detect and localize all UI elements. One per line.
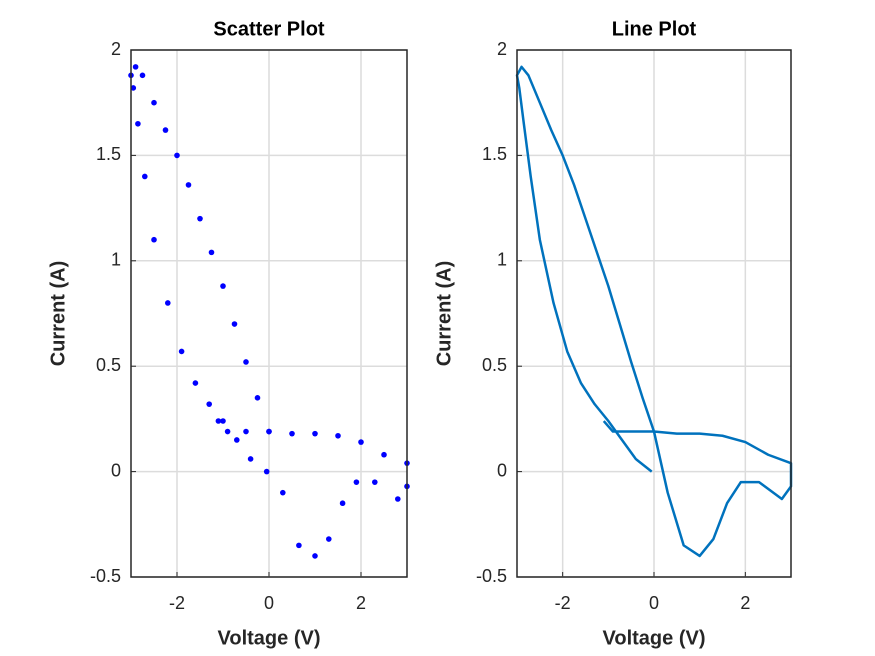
point [243, 428, 249, 435]
point [312, 430, 318, 437]
axes: -2 0 2 -0.5 0 0.5 1 1.5 2 Line Plot Voltage (V) Cur… [433, 18, 793, 649]
x-tick-label: 0 [649, 593, 659, 613]
point [192, 380, 199, 386]
y-tick-label: 2 [497, 39, 507, 59]
point [326, 536, 332, 542]
point [178, 348, 185, 355]
point [280, 489, 286, 496]
point [165, 300, 171, 306]
x-axis-label: Voltage (V) [603, 627, 706, 649]
point [247, 456, 254, 462]
x-tick-label: 2 [356, 593, 366, 613]
point [353, 479, 360, 485]
point [372, 479, 378, 485]
point [215, 418, 222, 424]
marks [128, 64, 410, 559]
y-tick-label: 1.5 [96, 144, 121, 164]
x-tick-label: -2 [169, 593, 185, 613]
point [358, 439, 364, 445]
point [151, 236, 157, 243]
point [381, 451, 387, 458]
chart-title: Line Plot [612, 18, 697, 40]
point [263, 468, 270, 475]
point [197, 215, 203, 222]
point [224, 428, 231, 435]
point [208, 249, 215, 256]
y-tick-label: 1 [497, 250, 507, 270]
x-tick-label: 0 [264, 593, 274, 613]
point [243, 359, 249, 365]
y-tick-label: 1.5 [482, 144, 507, 164]
y-tick-label: 0.5 [96, 355, 121, 375]
y-tick-label: 0 [497, 460, 507, 480]
chart-title: Scatter Plot [213, 18, 324, 40]
point [162, 127, 169, 133]
x-axis-label: Voltage (V) [218, 627, 321, 649]
point [132, 64, 139, 70]
axes-box [130, 49, 408, 578]
point [135, 120, 141, 127]
point [296, 542, 302, 549]
point [151, 99, 157, 106]
point [312, 553, 318, 559]
point [142, 173, 148, 180]
x-tick-label: 2 [740, 593, 750, 613]
point [339, 500, 346, 507]
point [234, 437, 240, 443]
y-tick-label: 2 [111, 39, 121, 59]
point [395, 496, 401, 502]
y-tick-label: 0 [111, 460, 121, 480]
point [174, 152, 180, 159]
point [289, 430, 295, 437]
point [139, 72, 146, 79]
point [335, 432, 341, 439]
marks [515, 65, 793, 558]
y-tick-label: -0.5 [476, 566, 507, 586]
point [185, 182, 192, 188]
point [266, 428, 272, 435]
y-tick-label: 1 [111, 250, 121, 270]
point [254, 395, 261, 401]
x-tick-label: -2 [555, 593, 571, 613]
axes: -2 0 2 -0.5 0 0.5 1 1.5 2 Scatter Plot Voltage (V)… [47, 18, 410, 649]
y-axis-label: Current (A) [47, 261, 69, 367]
axes-box [516, 49, 792, 578]
y-axis-label: Current (A) [433, 261, 455, 367]
point [220, 418, 226, 424]
point [206, 401, 212, 407]
y-tick-label: -0.5 [90, 566, 121, 586]
line [515, 65, 793, 558]
point [231, 321, 238, 327]
y-tick-label: 0.5 [482, 355, 507, 375]
point [130, 85, 137, 91]
point [220, 283, 226, 289]
